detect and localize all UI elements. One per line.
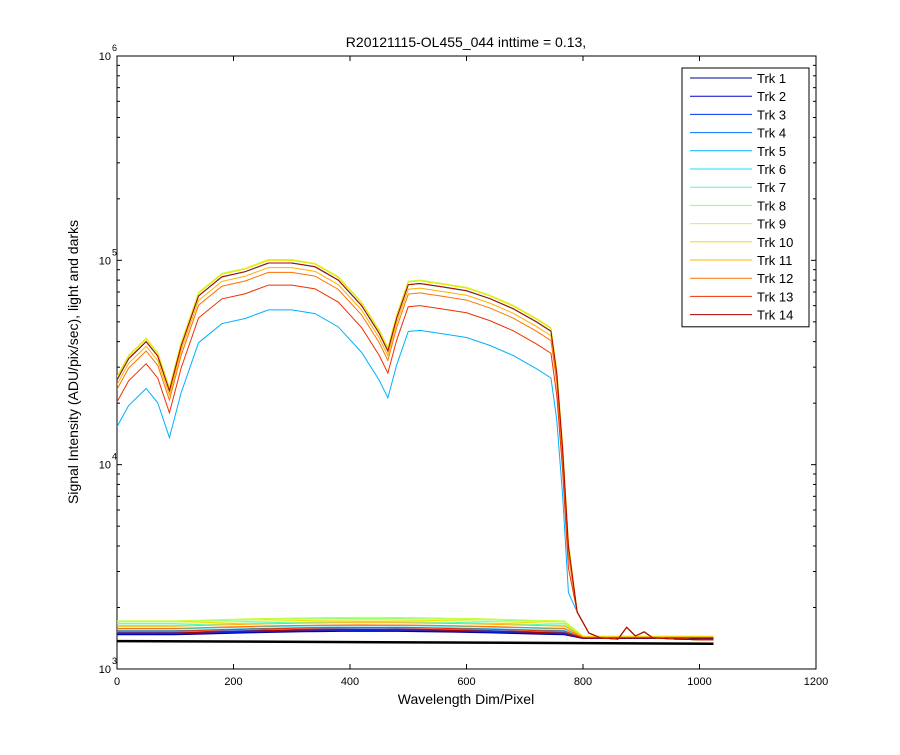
x-tick-label: 0 [114, 676, 120, 688]
legend-label: Trk 1 [757, 71, 786, 86]
legend-label: Trk 14 [757, 308, 793, 323]
x-axis-label: Wavelength Dim/Pixel [398, 691, 534, 707]
y-tick-exponent: 5 [112, 247, 117, 257]
y-axis-label: Signal Intensity (ADU/pix/sec), light an… [65, 220, 81, 504]
light-series-line [117, 262, 714, 641]
legend-label: Trk 13 [757, 289, 793, 304]
y-tick-label: 10 [99, 460, 111, 472]
y-tick-exponent: 6 [112, 43, 117, 53]
y-tick-exponent: 3 [112, 656, 117, 666]
legend-box [681, 67, 810, 328]
legend-label: Trk 5 [757, 144, 786, 159]
legend-label: Trk 8 [757, 198, 786, 213]
legend-label: Trk 6 [757, 162, 786, 177]
x-tick-label: 600 [457, 676, 475, 688]
x-axis: 0 200 400 600 800 1000 1200 [114, 56, 828, 688]
legend-label: Trk 7 [757, 180, 786, 195]
legend-label: Trk 2 [757, 89, 786, 104]
x-tick-label: 1000 [687, 676, 711, 688]
legend: Trk 1 Trk 2 Trk 3 Trk 4 Trk 5 Trk 6 Trk 7 Trk 8… [681, 67, 810, 328]
dark-series-line [117, 629, 714, 639]
x-tick-label: 800 [574, 676, 592, 688]
y-tick-label: 10 [99, 664, 111, 676]
y-tick-exponent: 4 [112, 452, 117, 462]
legend-label: Trk 12 [757, 271, 793, 286]
x-tick-label: 200 [224, 676, 242, 688]
chart-title: R20121115-OL455_044 inttime = 0.13, [346, 34, 586, 50]
legend-label: Trk 11 [757, 253, 792, 268]
legend-label: Trk 10 [757, 235, 793, 250]
dark-baseline-line [117, 639, 714, 645]
y-tick-label: 10 [99, 255, 111, 267]
x-tick-label: 1200 [804, 676, 828, 688]
series-group [117, 259, 714, 645]
legend-label: Trk 3 [757, 107, 786, 122]
x-tick-label: 400 [341, 676, 359, 688]
legend-label: Trk 9 [757, 217, 786, 232]
legend-label: Trk 4 [757, 126, 786, 141]
y-tick-label: 10 [99, 51, 111, 63]
